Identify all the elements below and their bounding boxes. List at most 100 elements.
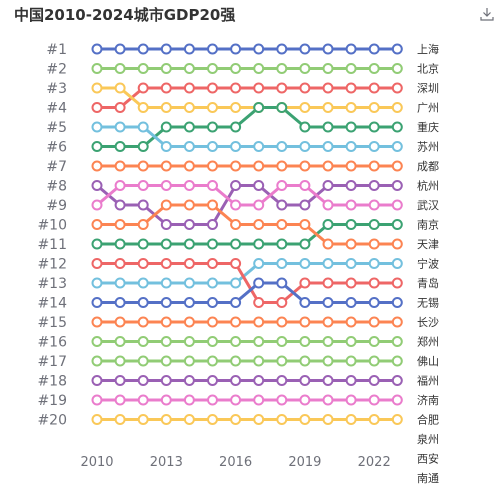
data-point[interactable] xyxy=(368,180,380,191)
data-point[interactable] xyxy=(91,394,103,406)
data-point[interactable] xyxy=(114,102,126,113)
data-point[interactable] xyxy=(230,297,242,308)
data-point[interactable] xyxy=(299,394,311,406)
data-point[interactable] xyxy=(160,336,172,347)
data-point[interactable] xyxy=(207,297,218,308)
data-point[interactable] xyxy=(230,160,242,172)
data-point[interactable] xyxy=(368,82,380,94)
data-point[interactable] xyxy=(368,199,380,211)
data-point[interactable] xyxy=(207,375,218,386)
data-point[interactable] xyxy=(160,297,172,308)
data-point[interactable] xyxy=(391,375,403,386)
data-point[interactable] xyxy=(114,199,126,211)
data-point[interactable] xyxy=(345,180,357,191)
data-point[interactable] xyxy=(253,238,265,250)
data-point[interactable] xyxy=(276,141,288,152)
data-point[interactable] xyxy=(253,375,265,386)
data-point[interactable] xyxy=(114,43,126,55)
data-point[interactable] xyxy=(230,316,242,328)
data-point[interactable] xyxy=(114,277,126,289)
data-point[interactable] xyxy=(253,199,265,211)
data-point[interactable] xyxy=(183,199,195,211)
data-point[interactable] xyxy=(160,102,172,113)
data-point[interactable] xyxy=(391,394,403,406)
data-point[interactable] xyxy=(91,375,103,386)
data-point[interactable] xyxy=(137,63,149,74)
data-point[interactable] xyxy=(160,63,172,74)
data-point[interactable] xyxy=(276,63,288,74)
data-point[interactable] xyxy=(391,355,403,367)
data-point[interactable] xyxy=(345,414,357,425)
download-icon[interactable] xyxy=(479,6,495,22)
data-point[interactable] xyxy=(253,82,265,94)
data-point[interactable] xyxy=(299,336,311,347)
data-point[interactable] xyxy=(322,102,334,113)
data-point[interactable] xyxy=(299,355,311,367)
data-point[interactable] xyxy=(299,160,311,172)
data-point[interactable] xyxy=(183,277,195,289)
data-point[interactable] xyxy=(299,63,311,74)
data-point[interactable] xyxy=(183,160,195,172)
data-point[interactable] xyxy=(183,219,195,230)
data-point[interactable] xyxy=(183,180,195,191)
data-point[interactable] xyxy=(253,141,265,152)
data-point[interactable] xyxy=(253,336,265,347)
data-point[interactable] xyxy=(207,121,218,133)
data-point[interactable] xyxy=(276,355,288,367)
data-point[interactable] xyxy=(137,121,149,133)
data-point[interactable] xyxy=(207,160,218,172)
data-point[interactable] xyxy=(299,141,311,152)
data-point[interactable] xyxy=(322,394,334,406)
data-point[interactable] xyxy=(391,336,403,347)
data-point[interactable] xyxy=(230,336,242,347)
data-point[interactable] xyxy=(368,141,380,152)
data-point[interactable] xyxy=(230,375,242,386)
data-point[interactable] xyxy=(253,355,265,367)
data-point[interactable] xyxy=(137,414,149,425)
data-point[interactable] xyxy=(230,102,242,113)
data-point[interactable] xyxy=(114,141,126,152)
data-point[interactable] xyxy=(114,121,126,133)
data-point[interactable] xyxy=(345,258,357,269)
data-point[interactable] xyxy=(276,375,288,386)
data-point[interactable] xyxy=(368,238,380,250)
data-point[interactable] xyxy=(183,43,195,55)
data-point[interactable] xyxy=(345,82,357,94)
data-point[interactable] xyxy=(345,160,357,172)
data-point[interactable] xyxy=(253,102,265,113)
data-point[interactable] xyxy=(160,258,172,269)
data-point[interactable] xyxy=(368,219,380,230)
data-point[interactable] xyxy=(91,336,103,347)
data-point[interactable] xyxy=(230,219,242,230)
data-point[interactable] xyxy=(253,219,265,230)
data-point[interactable] xyxy=(160,180,172,191)
data-point[interactable] xyxy=(160,394,172,406)
data-point[interactable] xyxy=(345,336,357,347)
data-point[interactable] xyxy=(207,102,218,113)
data-point[interactable] xyxy=(299,258,311,269)
data-point[interactable] xyxy=(345,297,357,308)
data-point[interactable] xyxy=(91,316,103,328)
data-point[interactable] xyxy=(207,219,218,230)
data-point[interactable] xyxy=(137,258,149,269)
data-point[interactable] xyxy=(207,141,218,152)
data-point[interactable] xyxy=(91,219,103,230)
data-point[interactable] xyxy=(183,336,195,347)
data-point[interactable] xyxy=(230,355,242,367)
data-point[interactable] xyxy=(114,394,126,406)
data-point[interactable] xyxy=(160,141,172,152)
data-point[interactable] xyxy=(183,355,195,367)
data-point[interactable] xyxy=(160,199,172,211)
data-point[interactable] xyxy=(391,238,403,250)
data-point[interactable] xyxy=(368,414,380,425)
data-point[interactable] xyxy=(322,316,334,328)
data-point[interactable] xyxy=(160,238,172,250)
data-point[interactable] xyxy=(322,141,334,152)
data-point[interactable] xyxy=(299,219,311,230)
data-point[interactable] xyxy=(160,355,172,367)
data-point[interactable] xyxy=(299,43,311,55)
data-point[interactable] xyxy=(91,199,103,211)
data-point[interactable] xyxy=(137,102,149,113)
data-point[interactable] xyxy=(368,394,380,406)
data-point[interactable] xyxy=(345,63,357,74)
